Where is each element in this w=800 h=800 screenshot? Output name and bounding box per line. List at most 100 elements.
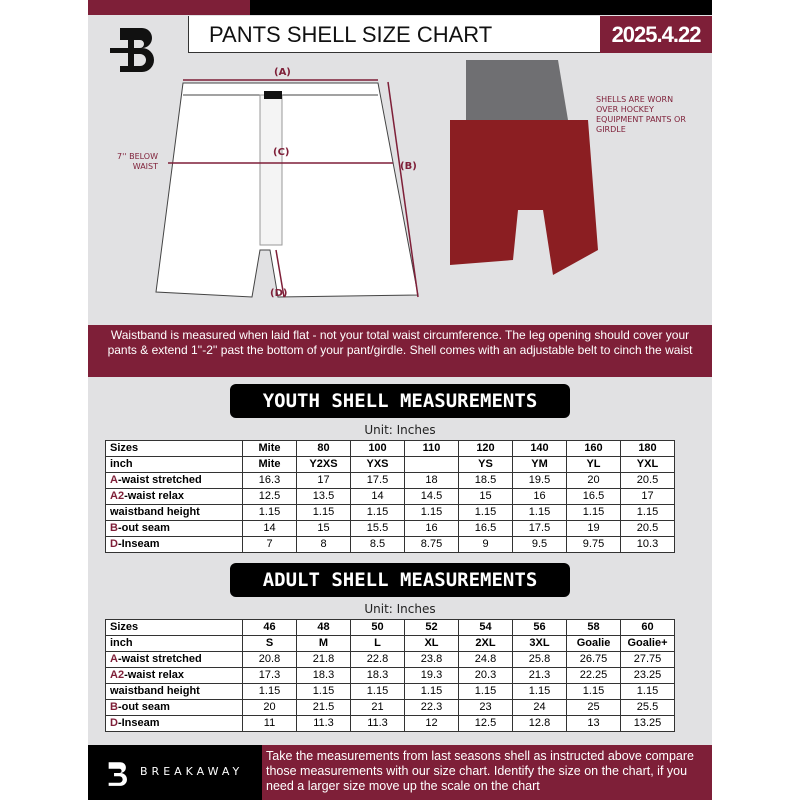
measure-label: -waist relax: [124, 490, 184, 502]
top-black-bar: [250, 0, 712, 15]
table-cell: 21.8: [296, 651, 351, 668]
page-title: PANTS SHELL SIZE CHART: [188, 16, 600, 53]
shell-note: SHELLS ARE WORN OVER HOCKEY EQUIPMENT PA…: [596, 95, 686, 134]
table-cell: 8.75: [404, 536, 459, 553]
table-cell: 58: [566, 619, 621, 636]
red-shell-shape: [450, 120, 598, 275]
measure-label: -Inseam: [117, 538, 160, 550]
youth-size-table: Sizes Mite 80 100 110 120 140 160 180 inch Mite Y2X…: [105, 440, 675, 553]
table-cell: 1.15: [620, 683, 675, 700]
table-cell: 14: [242, 520, 297, 537]
table-cell: 1.15: [242, 504, 297, 521]
table-cell: 1.15: [350, 504, 405, 521]
adult-size-table: Sizes 46 48 50 52 54 56 58 60 inch S M L XL 2XL 3XL Goal…: [105, 619, 675, 732]
table-row: Sizes 46 48 50 52 54 56 58 60: [105, 619, 675, 636]
table-cell: 20: [566, 472, 621, 489]
table-cell: 8.5: [350, 536, 405, 553]
table-cell: 11.3: [350, 715, 405, 732]
table-row: A2-waist relax 17.3 18.3 18.3 19.3 20.3 21.3 22…: [105, 667, 675, 684]
row-label: A2-waist relax: [105, 488, 243, 505]
table-cell: 140: [512, 440, 567, 457]
table-cell: 12: [404, 715, 459, 732]
table-cell: 19.5: [512, 472, 567, 489]
top-accent-bar: [88, 0, 250, 15]
measure-label: -Inseam: [117, 717, 160, 729]
table-cell: 100: [350, 440, 405, 457]
table-cell: YS: [458, 456, 513, 473]
row-label: Sizes: [105, 440, 243, 457]
shorts-diagram: [155, 60, 598, 298]
table-row: D-Inseam 11 11.3 11.3 12 12.5 12.8 13 13.25: [105, 715, 675, 732]
row-label: inch: [105, 456, 243, 473]
row-label: B-out seam: [105, 520, 243, 537]
table-cell: 54: [458, 619, 513, 636]
measure-label: inch: [110, 637, 133, 649]
youth-unit: Unit: Inches: [364, 423, 436, 437]
label-d: (D): [270, 288, 288, 299]
table-cell: 22.8: [350, 651, 405, 668]
table-cell: XL: [404, 635, 459, 652]
row-label: inch: [105, 635, 243, 652]
table-cell: 14: [350, 488, 405, 505]
measure-label: waistband height: [110, 685, 200, 697]
table-cell: S: [242, 635, 297, 652]
table-row: inch S M L XL 2XL 3XL Goalie Goalie+: [105, 635, 675, 652]
row-label: waistband height: [105, 504, 243, 521]
table-cell: 20.3: [458, 667, 513, 684]
table-cell: Goalie: [566, 635, 621, 652]
table-cell: 12.5: [242, 488, 297, 505]
table-cell: 17.3: [242, 667, 297, 684]
table-cell: 23.25: [620, 667, 675, 684]
table-cell: 15: [296, 520, 351, 537]
table-row: B-out seam 14 15 15.5 16 16.5 17.5 19 20.5: [105, 520, 675, 537]
table-cell: 3XL: [512, 635, 567, 652]
table-cell: 2XL: [458, 635, 513, 652]
table-cell: 20.5: [620, 472, 675, 489]
table-cell: 16: [404, 520, 459, 537]
table-cell: 18.5: [458, 472, 513, 489]
table-cell: 80: [296, 440, 351, 457]
table-row: Sizes Mite 80 100 110 120 140 160 180: [105, 440, 675, 457]
table-cell: 20.5: [620, 520, 675, 537]
table-cell: 13.5: [296, 488, 351, 505]
table-cell: 25.5: [620, 699, 675, 716]
table-cell: 16.3: [242, 472, 297, 489]
measure-label: Sizes: [110, 621, 139, 633]
table-row: waistband height 1.15 1.15 1.15 1.15 1.15 1.15…: [105, 504, 675, 521]
table-cell: 23.8: [404, 651, 459, 668]
table-cell: 46: [242, 619, 297, 636]
table-cell: 19: [566, 520, 621, 537]
row-label: A2-waist relax: [105, 667, 243, 684]
table-cell: 1.15: [296, 683, 351, 700]
measure-label: -out seam: [117, 522, 170, 534]
measure-code: D: [110, 717, 118, 729]
row-label: A-waist stretched: [105, 472, 243, 489]
measure-code: B: [110, 522, 118, 534]
table-row: D-Inseam 7 8 8.5 8.75 9 9.5 9.75 10.3: [105, 536, 675, 553]
table-cell: 14.5: [404, 488, 459, 505]
table-cell: [404, 456, 459, 473]
table-cell: 23: [458, 699, 513, 716]
measure-label: -out seam: [117, 701, 170, 713]
table-cell: 25: [566, 699, 621, 716]
table-cell: 17.5: [350, 472, 405, 489]
table-cell: 25.8: [512, 651, 567, 668]
table-cell: 1.15: [350, 683, 405, 700]
table-cell: 20.8: [242, 651, 297, 668]
table-row: inch Mite Y2XS YXS YS YM YL YXL: [105, 456, 675, 473]
label-c: (C): [273, 147, 290, 158]
label-a: (A): [274, 67, 291, 78]
footer-brand: BREAKAWAY: [88, 745, 262, 800]
table-cell: 15: [458, 488, 513, 505]
table-cell: 7: [242, 536, 297, 553]
table-cell: 10.3: [620, 536, 675, 553]
table-cell: 1.15: [620, 504, 675, 521]
measure-label: waistband height: [110, 506, 200, 518]
footer-instructions: Take the measurements from last seasons …: [262, 745, 712, 800]
table-cell: 52: [404, 619, 459, 636]
table-row: A2-waist relax 12.5 13.5 14 14.5 15 16 16.5 17: [105, 488, 675, 505]
table-cell: 9.5: [512, 536, 567, 553]
table-cell: 9.75: [566, 536, 621, 553]
table-cell: 20: [242, 699, 297, 716]
table-cell: 160: [566, 440, 621, 457]
